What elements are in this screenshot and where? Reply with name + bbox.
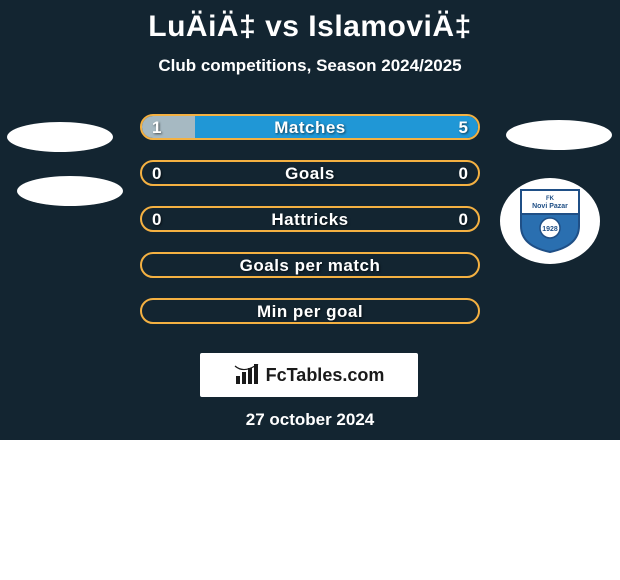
stat-label: Hattricks — [271, 210, 348, 230]
stat-value-left: 0 — [152, 164, 161, 184]
stat-label: Min per goal — [257, 302, 363, 322]
stat-value-right: 0 — [459, 210, 468, 230]
stat-row: 0 0 Hattricks — [0, 206, 620, 252]
stats-rows: 1 5 Matches 0 0 Goals 0 0 Hattricks Goals per mat… — [0, 114, 620, 344]
stat-bar: 0 0 Hattricks — [140, 206, 480, 232]
stat-value-left: 0 — [152, 210, 161, 230]
stat-label: Goals — [285, 164, 335, 184]
stat-value-right: 0 — [459, 164, 468, 184]
stat-bar: Goals per match — [140, 252, 480, 278]
footer-brand: FcTables.com — [200, 353, 418, 397]
comparison-card: LuÄiÄ‡ vs IslamoviÄ‡ Club competitions, … — [0, 0, 620, 344]
stat-bar: Min per goal — [140, 298, 480, 324]
stat-bar: 0 0 Goals — [140, 160, 480, 186]
page-subtitle: Club competitions, Season 2024/2025 — [0, 56, 620, 76]
stat-value-right: 5 — [459, 118, 468, 138]
stat-bar-fill-left — [142, 116, 199, 138]
background-bottom — [0, 440, 620, 580]
stat-row: Goals per match — [0, 252, 620, 298]
bar-chart-icon — [234, 364, 260, 386]
stat-value-left: 1 — [152, 118, 161, 138]
page-title: LuÄiÄ‡ vs IslamoviÄ‡ — [0, 0, 620, 44]
footer-brand-text: FcTables.com — [266, 365, 385, 386]
stat-label: Goals per match — [240, 256, 381, 276]
snapshot-date: 27 october 2024 — [0, 410, 620, 430]
stat-row: 1 5 Matches — [0, 114, 620, 160]
stat-row: Min per goal — [0, 298, 620, 344]
stat-label: Matches — [274, 118, 346, 138]
stat-bar: 1 5 Matches — [140, 114, 480, 140]
stat-row: 0 0 Goals — [0, 160, 620, 206]
